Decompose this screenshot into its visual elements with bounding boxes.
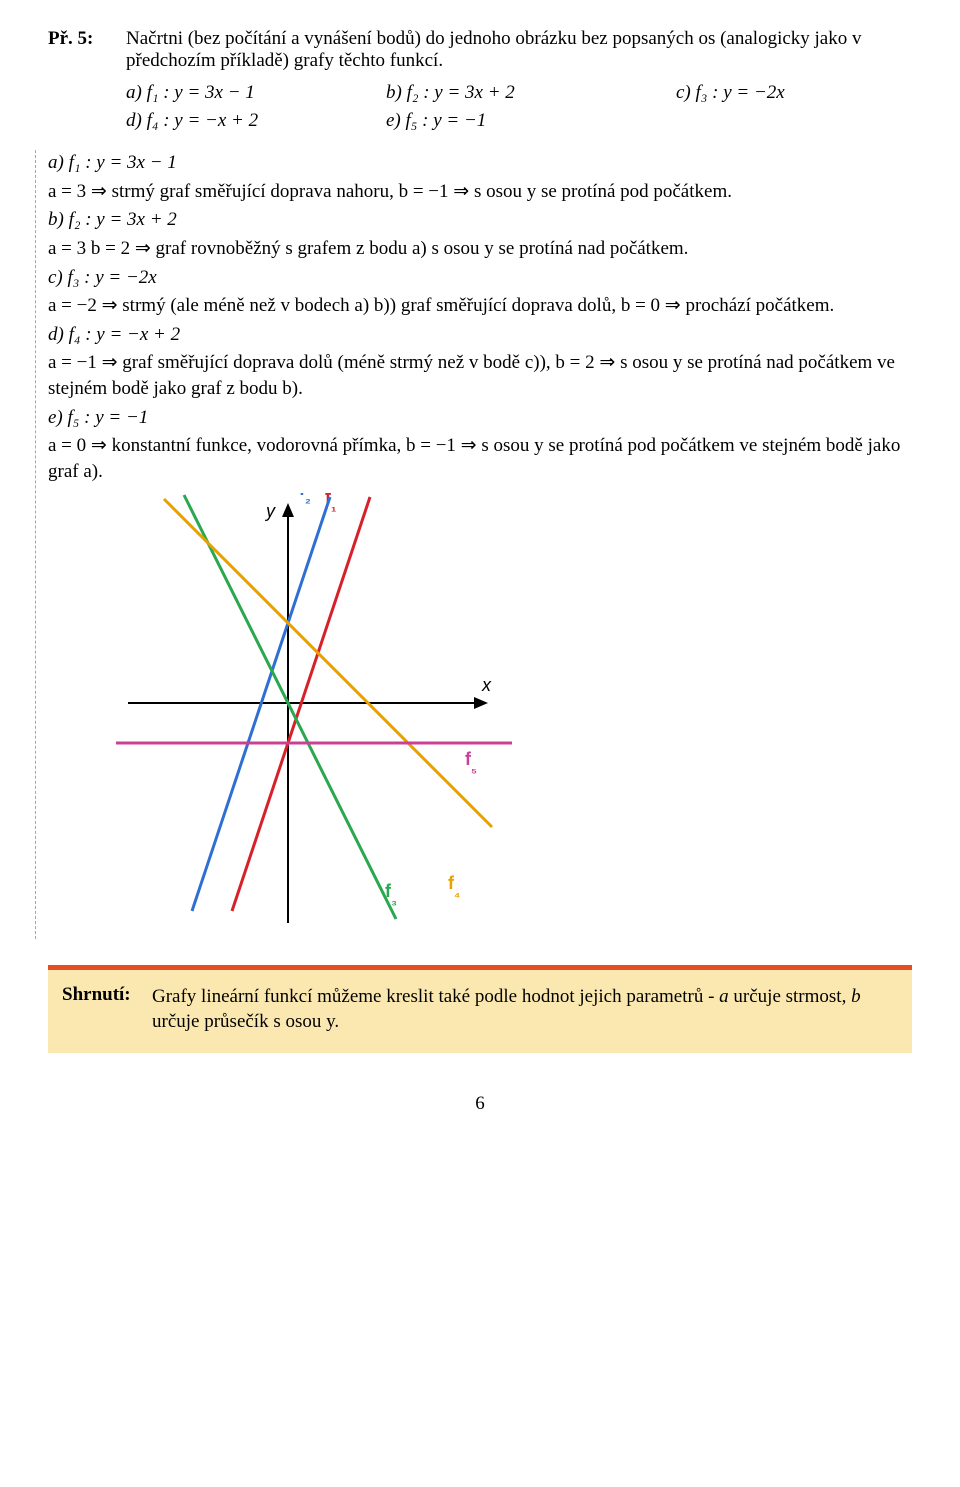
line-f4 xyxy=(164,499,492,827)
sol-b-head: b) f₂ : y = 3x + 2 xyxy=(48,207,912,233)
summary-text: Grafy lineární funkcí můžeme kreslit tak… xyxy=(152,984,902,1035)
sol-c-body: a = −2 ⇒ strmý (ale méně než v bodech a)… xyxy=(48,293,912,319)
eq-d: d) f₄ : y = −x + 2 xyxy=(126,110,386,132)
chart-container: yxf₁f₂f₃f₄f₅ xyxy=(113,493,912,939)
svg-text:x: x xyxy=(481,675,492,695)
label-f2: f₂ xyxy=(299,493,311,506)
sol-c-head: c) f₃ : y = −2x xyxy=(48,265,912,291)
sol-a-body: a = 3 ⇒ strmý graf směřující doprava nah… xyxy=(48,179,912,205)
sol-d-head: d) f₄ : y = −x + 2 xyxy=(48,322,912,348)
equation-row-1: a) f₁ : y = 3x − 1 b) f₂ : y = 3x + 2 c)… xyxy=(48,82,912,104)
summary-text-2: určuje strmost, xyxy=(729,986,851,1007)
sol-d-body: a = −1 ⇒ graf směřující doprava dolů (mé… xyxy=(48,350,912,401)
exercise-label: Př. 5: xyxy=(48,28,126,50)
eq-c: c) f₃ : y = −2x xyxy=(676,82,785,104)
summary-a: a xyxy=(719,986,729,1007)
exercise-block: Př. 5: Načrtni (bez počítání a vynášení … xyxy=(48,28,912,72)
summary-b: b xyxy=(851,986,861,1007)
summary-text-3: určuje průsečík s osou y. xyxy=(152,1011,339,1032)
exercise-text: Načrtni (bez počítání a vynášení bodů) d… xyxy=(126,28,912,72)
eq-b: b) f₂ : y = 3x + 2 xyxy=(386,82,676,104)
equation-row-2: d) f₄ : y = −x + 2 e) f₅ : y = −1 xyxy=(48,110,912,132)
sol-b-body: a = 3 b = 2 ⇒ graf rovnoběžný s grafem z… xyxy=(48,236,912,262)
eq-e: e) f₅ : y = −1 xyxy=(386,110,486,132)
eq-a: a) f₁ : y = 3x − 1 xyxy=(126,82,386,104)
linear-functions-chart: yxf₁f₂f₃f₄f₅ xyxy=(113,493,513,933)
label-f5: f₅ xyxy=(465,749,477,776)
label-f4: f₄ xyxy=(448,873,460,900)
svg-text:y: y xyxy=(264,501,276,521)
solution-block: a) f₁ : y = 3x − 1 a = 3 ⇒ strmý graf sm… xyxy=(35,150,912,939)
sol-e-body: a = 0 ⇒ konstantní funkce, vodorovná pří… xyxy=(48,433,912,484)
summary-label: Shrnutí: xyxy=(62,984,152,1006)
sol-e-head: e) f₅ : y = −1 xyxy=(48,405,912,431)
page-number: 6 xyxy=(48,1093,912,1115)
line-f3 xyxy=(184,495,396,919)
sol-a-head: a) f₁ : y = 3x − 1 xyxy=(48,150,912,176)
summary-block: Shrnutí: Grafy lineární funkcí můžeme kr… xyxy=(48,965,912,1053)
summary-text-1: Grafy lineární funkcí můžeme kreslit tak… xyxy=(152,986,719,1007)
